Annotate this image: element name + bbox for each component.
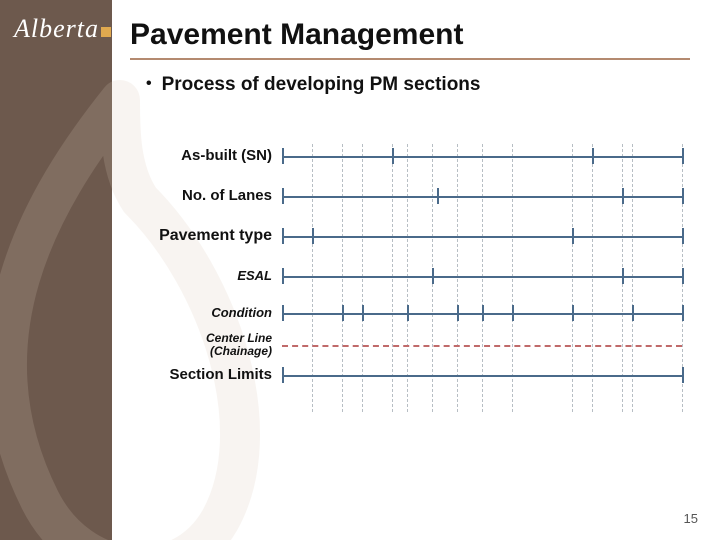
logo: Alberta bbox=[14, 14, 111, 44]
tick bbox=[682, 367, 684, 383]
tick bbox=[282, 367, 284, 383]
row-line-center bbox=[282, 335, 682, 355]
row-label-section: Section Limits bbox=[138, 367, 282, 383]
row-line-asbuilt bbox=[282, 146, 682, 166]
h-line bbox=[282, 156, 682, 158]
tick bbox=[682, 305, 684, 321]
row-line-lanes bbox=[282, 186, 682, 206]
diagram-row-lanes: No. of Lanes bbox=[138, 176, 686, 216]
tick bbox=[632, 305, 634, 321]
tick bbox=[312, 228, 314, 244]
page-number: 15 bbox=[684, 511, 698, 526]
subtitle: • Process of developing PM sections bbox=[146, 74, 690, 96]
tick bbox=[512, 305, 514, 321]
row-line-ptype bbox=[282, 226, 682, 246]
page-title: Pavement Management bbox=[130, 18, 690, 52]
tick bbox=[682, 188, 684, 204]
tick bbox=[282, 305, 284, 321]
h-line bbox=[282, 375, 682, 377]
diagram-row-center: Center Line(Chainage) bbox=[138, 330, 686, 360]
row-label-cond: Condition bbox=[138, 306, 282, 320]
logo-text: Alberta bbox=[14, 14, 99, 43]
tick bbox=[282, 268, 284, 284]
diagram-row-esal: ESAL bbox=[138, 256, 686, 296]
row-line-section bbox=[282, 365, 682, 385]
diagram-row-cond: Condition bbox=[138, 296, 686, 330]
tick bbox=[437, 188, 439, 204]
tick bbox=[682, 148, 684, 164]
center-line bbox=[282, 345, 682, 347]
h-line bbox=[282, 236, 682, 238]
tick bbox=[622, 268, 624, 284]
pm-sections-diagram: As-built (SN) No. of Lanes Pavement type ES… bbox=[138, 136, 686, 446]
row-label-asbuilt: As-built (SN) bbox=[138, 148, 282, 164]
diagram-row-section: Section Limits bbox=[138, 360, 686, 390]
bullet-icon: • bbox=[146, 75, 152, 92]
tick bbox=[622, 188, 624, 204]
row-label-center: Center Line(Chainage) bbox=[138, 332, 282, 357]
row-label-lanes: No. of Lanes bbox=[138, 188, 282, 204]
tick bbox=[407, 305, 409, 321]
tick bbox=[392, 148, 394, 164]
tick bbox=[592, 148, 594, 164]
diagram-row-asbuilt: As-built (SN) bbox=[138, 136, 686, 176]
row-line-cond bbox=[282, 303, 682, 323]
tick bbox=[282, 148, 284, 164]
row-label-esal: ESAL bbox=[138, 269, 282, 283]
row-line-esal bbox=[282, 266, 682, 286]
diagram-row-ptype: Pavement type bbox=[138, 216, 686, 256]
tick bbox=[572, 305, 574, 321]
tick bbox=[482, 305, 484, 321]
row-label-ptype: Pavement type bbox=[138, 228, 282, 245]
tick bbox=[432, 268, 434, 284]
tick bbox=[282, 188, 284, 204]
subtitle-text: Process of developing PM sections bbox=[162, 74, 481, 95]
tick bbox=[572, 228, 574, 244]
tick bbox=[362, 305, 364, 321]
tick bbox=[682, 268, 684, 284]
tick bbox=[282, 228, 284, 244]
logo-badge-icon bbox=[101, 27, 111, 37]
sidebar-band bbox=[0, 0, 112, 540]
tick bbox=[682, 228, 684, 244]
title-rule bbox=[130, 58, 690, 60]
content-area: Pavement Management • Process of developi… bbox=[130, 18, 690, 96]
tick bbox=[457, 305, 459, 321]
tick bbox=[342, 305, 344, 321]
